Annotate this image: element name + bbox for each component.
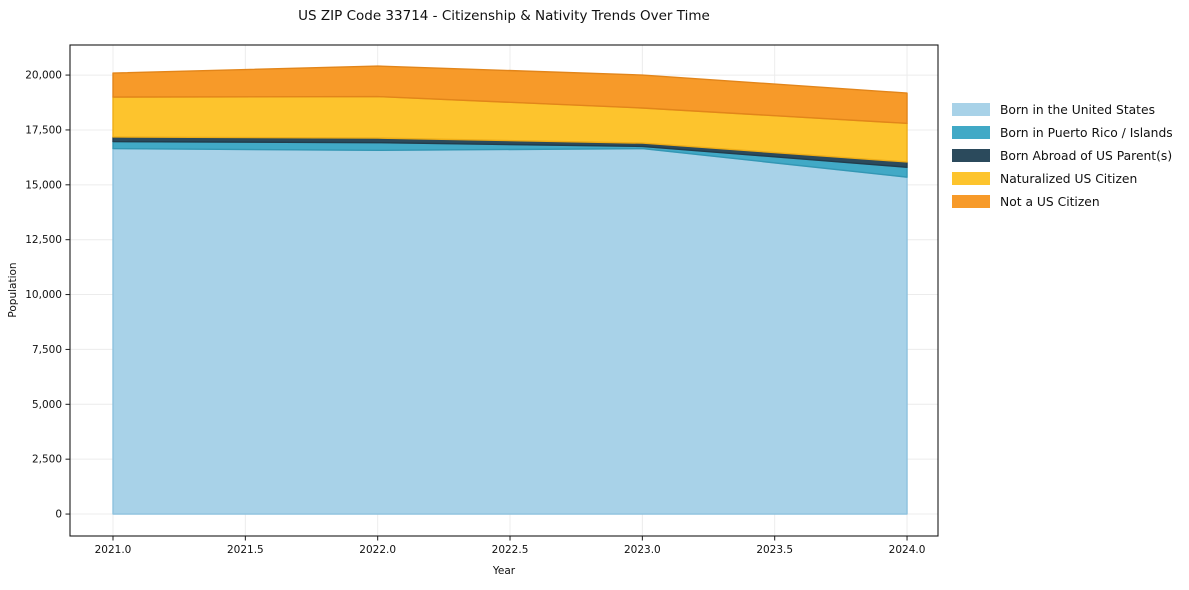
stacked-areas — [112, 65, 908, 515]
legend-swatch-icon — [952, 126, 990, 139]
y-tick-label: 20,000 — [25, 70, 62, 82]
legend: Born in the United States Born in Puerto … — [952, 102, 1173, 209]
legend-item-0: Born in the United States — [952, 102, 1173, 117]
legend-label: Naturalized US Citizen — [1000, 171, 1138, 186]
y-tick-label: 7,500 — [32, 344, 62, 356]
area-series-0 — [112, 147, 908, 515]
legend-swatch-icon — [952, 103, 990, 116]
y-tick-label: 17,500 — [25, 124, 62, 136]
legend-item-4: Not a US Citizen — [952, 194, 1173, 209]
legend-swatch-icon — [952, 172, 990, 185]
chart-title: US ZIP Code 33714 - Citizenship & Nativi… — [298, 8, 710, 24]
x-tick-label: 2024.0 — [889, 544, 926, 556]
legend-item-1: Born in Puerto Rico / Islands — [952, 125, 1173, 140]
legend-swatch-icon — [952, 149, 990, 162]
plot-border — [69, 44, 939, 537]
legend-item-2: Born Abroad of US Parent(s) — [952, 148, 1173, 163]
x-tick-label: 2023.5 — [756, 544, 793, 556]
axes-frame — [69, 44, 939, 537]
area-series-4 — [112, 65, 908, 125]
axis-ticks — [65, 74, 908, 541]
x-axis-label: Year — [492, 565, 516, 577]
tick-labels: 2021.0 2021.5 2022.0 2022.5 2023.0 2023.5 2024… — [25, 70, 925, 556]
y-tick-label: 0 — [55, 509, 62, 521]
legend-item-3: Naturalized US Citizen — [952, 171, 1173, 186]
legend-label: Born Abroad of US Parent(s) — [1000, 148, 1173, 163]
y-tick-label: 5,000 — [32, 399, 62, 411]
y-tick-label: 12,500 — [25, 234, 62, 246]
y-axis-label: Population — [7, 262, 19, 318]
legend-label: Born in the United States — [1000, 102, 1155, 117]
y-tick-label: 10,000 — [25, 289, 62, 301]
legend-label: Not a US Citizen — [1000, 194, 1100, 209]
x-tick-label: 2023.0 — [624, 544, 661, 556]
x-tick-label: 2021.5 — [227, 544, 264, 556]
x-tick-label: 2022.5 — [492, 544, 529, 556]
x-tick-label: 2022.0 — [359, 544, 396, 556]
y-tick-label: 2,500 — [32, 454, 62, 466]
y-tick-label: 15,000 — [25, 179, 62, 191]
legend-swatch-icon — [952, 195, 990, 208]
legend-label: Born in Puerto Rico / Islands — [1000, 125, 1173, 140]
x-tick-label: 2021.0 — [95, 544, 132, 556]
